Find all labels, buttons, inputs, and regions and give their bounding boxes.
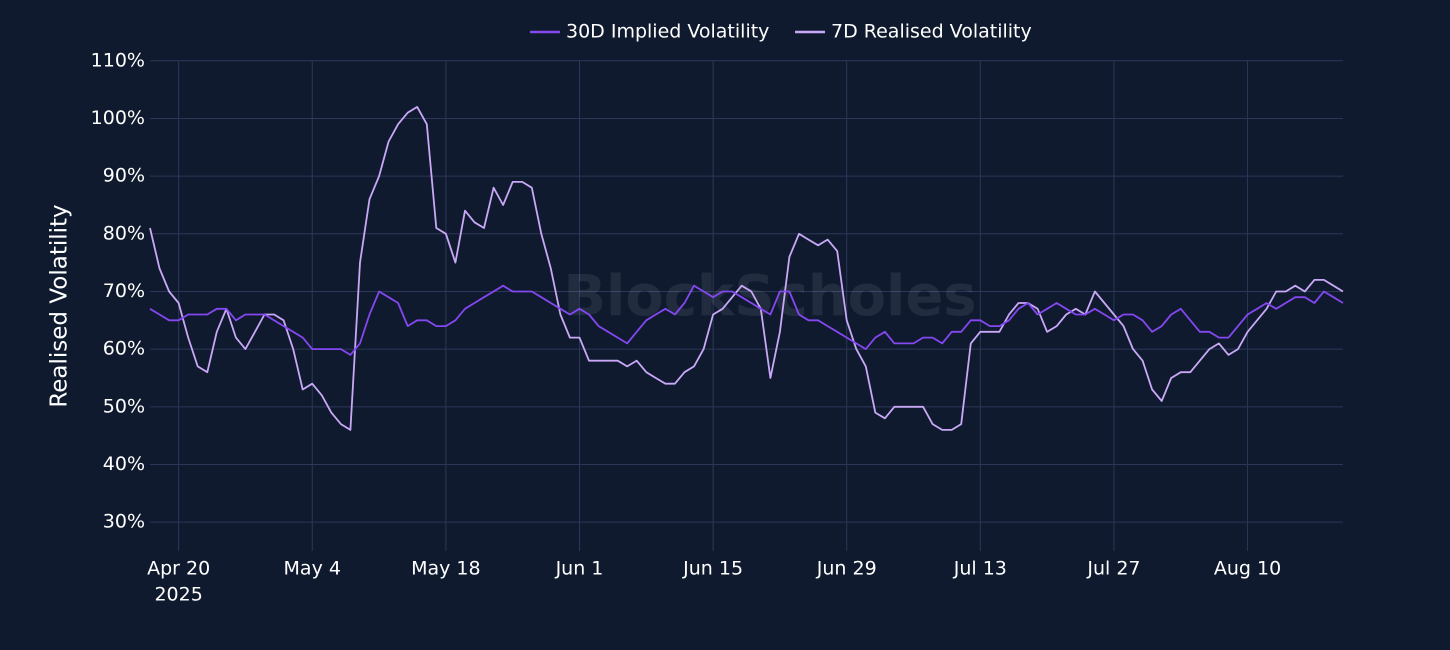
y-tick-label: 40% <box>103 453 145 475</box>
x-tick-label: Jul 13 <box>953 558 1007 580</box>
label-layer: Realised Volatility 30% 40% 50% 60% 70% 80% 90… <box>47 21 1282 606</box>
legend-label: 7D Realised Volatility <box>831 21 1032 43</box>
line-layer <box>149 106 1344 431</box>
grid-layer <box>150 60 1343 551</box>
x-tick-label: Jun 1 <box>555 558 604 580</box>
y-tick-label: 100% <box>91 107 145 129</box>
x-tick-label: Apr 20 <box>147 558 210 580</box>
x-tick-label: Jul 27 <box>1086 558 1140 580</box>
y-tick-label: 60% <box>103 338 145 360</box>
x-tick-label: May 4 <box>284 558 341 580</box>
y-tick-label: 30% <box>103 511 145 533</box>
x-tick-label: Aug 10 <box>1214 558 1281 580</box>
legend-label: 30D Implied Volatility <box>566 21 769 43</box>
x-tick-label: Jun 15 <box>682 558 743 580</box>
x-year-label: 2025 <box>154 584 202 606</box>
y-tick-label: 90% <box>103 165 145 187</box>
y-tick-label: 110% <box>91 49 145 71</box>
y-tick-label: 70% <box>103 280 145 302</box>
series-line <box>149 284 1344 356</box>
y-tick-label: 50% <box>103 395 145 417</box>
y-tick-label: 80% <box>103 222 145 244</box>
y-axis-title: Realised Volatility <box>47 204 73 407</box>
series-line <box>149 106 1344 431</box>
x-tick-label: Jun 29 <box>816 558 877 580</box>
watermark: BlockScholes <box>563 264 976 329</box>
x-tick-label: May 18 <box>411 558 481 580</box>
